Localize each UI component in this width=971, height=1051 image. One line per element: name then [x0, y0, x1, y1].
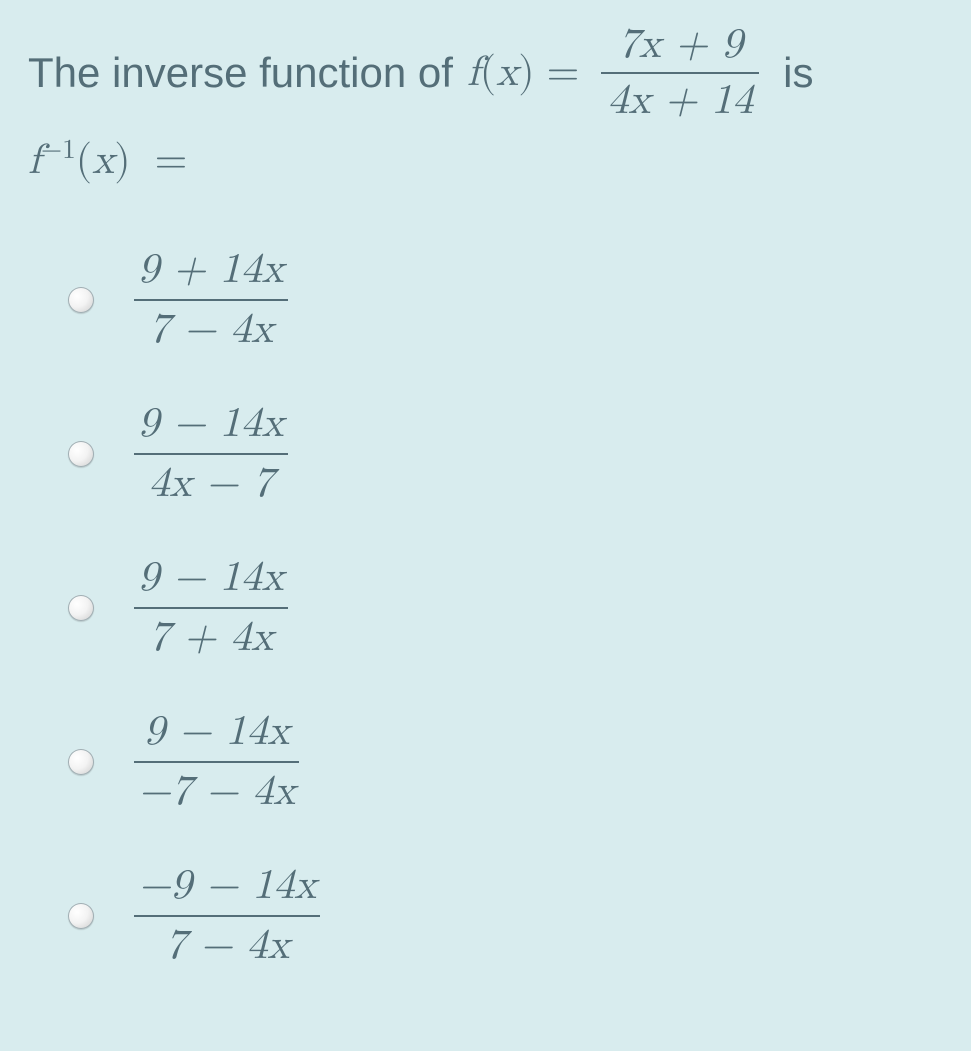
option-numerator: 9 − 14x — [134, 549, 288, 607]
function-expression: f ( x ) = 7x + 9 4x + 14 — [467, 18, 769, 129]
paren-open: ( — [480, 48, 496, 98]
paren-close: ) — [114, 140, 130, 182]
option-2[interactable]: 9 − 14x 4x − 7 — [68, 395, 943, 513]
radio-button[interactable] — [68, 903, 94, 929]
rhs-numerator: 7x + 9 — [612, 18, 749, 72]
option-fraction: 9 − 14x 7 + 4x — [134, 549, 288, 667]
option-5[interactable]: −9 − 14x 7 − 4x — [68, 857, 943, 975]
radio-button[interactable] — [68, 441, 94, 467]
question-line-2: f−1(x) = — [28, 135, 943, 186]
x-symbol: x — [92, 140, 114, 182]
x-symbol: x — [496, 48, 518, 98]
option-numerator: −9 − 14x — [134, 857, 320, 915]
rhs-fraction: 7x + 9 4x + 14 — [601, 18, 759, 129]
question-suffix: is — [783, 48, 813, 98]
option-fraction: 9 − 14x 4x − 7 — [134, 395, 288, 513]
option-numerator: 9 + 14x — [134, 241, 288, 299]
option-denominator: 7 − 4x — [145, 301, 278, 359]
rhs-denominator: 4x + 14 — [601, 74, 759, 128]
option-denominator: 4x − 7 — [144, 455, 277, 513]
radio-button[interactable] — [68, 595, 94, 621]
options-group: 9 + 14x 7 − 4x 9 − 14x 4x − 7 9 − 14x 7 … — [68, 241, 943, 975]
option-numerator: 9 − 14x — [140, 703, 294, 761]
option-fraction: −9 − 14x 7 − 4x — [134, 857, 320, 975]
radio-button[interactable] — [68, 287, 94, 313]
f-symbol: f — [467, 48, 480, 98]
option-3[interactable]: 9 − 14x 7 + 4x — [68, 549, 943, 667]
option-4[interactable]: 9 − 14x −7 − 4x — [68, 703, 943, 821]
option-denominator: −7 − 4x — [134, 763, 299, 821]
radio-button[interactable] — [68, 749, 94, 775]
option-denominator: 7 + 4x — [145, 609, 278, 667]
equals-sign: = — [155, 140, 188, 182]
option-fraction: 9 + 14x 7 − 4x — [134, 241, 288, 359]
option-denominator: 7 − 4x — [161, 917, 294, 975]
paren-close: ) — [518, 48, 534, 98]
inverse-superscript: −1 — [41, 137, 76, 164]
question-prefix: The inverse function of — [28, 48, 453, 98]
equals-sign: = — [547, 48, 580, 98]
option-1[interactable]: 9 + 14x 7 − 4x — [68, 241, 943, 359]
paren-open: ( — [76, 140, 92, 182]
question-line-1: The inverse function of f ( x ) = 7x + 9… — [28, 18, 943, 129]
option-numerator: 9 − 14x — [134, 395, 288, 453]
question-page: The inverse function of f ( x ) = 7x + 9… — [0, 0, 971, 1051]
f-symbol: f — [28, 140, 41, 182]
option-fraction: 9 − 14x −7 − 4x — [134, 703, 299, 821]
